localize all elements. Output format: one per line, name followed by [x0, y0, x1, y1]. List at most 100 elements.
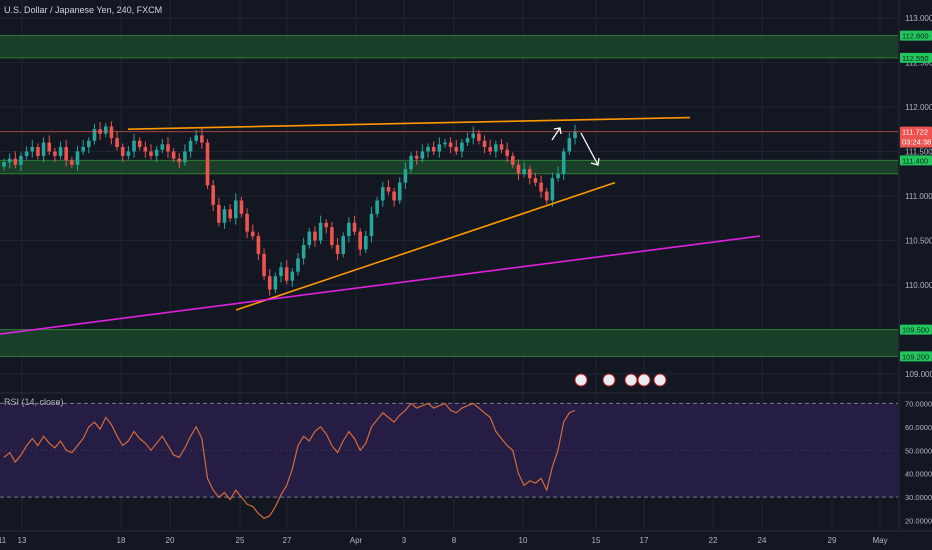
time-tick-label: Apr	[350, 536, 363, 545]
candle-body	[273, 276, 278, 290]
candle-body	[573, 131, 577, 139]
price-tick-label: 111.000	[905, 192, 932, 201]
candle-body	[505, 149, 509, 156]
event-flag-icon	[602, 373, 616, 387]
rsi-tick-label: 30.0000	[905, 493, 932, 502]
candle-body	[567, 138, 572, 152]
candle-body	[200, 135, 204, 143]
candle-body	[143, 147, 148, 152]
time-tick-label: 3	[402, 536, 407, 545]
current-price-label: 111.722	[902, 128, 928, 137]
time-tick-label: 27	[283, 536, 292, 545]
candle-body	[460, 142, 464, 152]
candle-body	[7, 158, 12, 163]
candle-body	[2, 162, 6, 167]
rsi-series	[3, 402, 576, 519]
candle-body	[64, 147, 68, 161]
candle-body	[386, 187, 391, 192]
time-tick-label: 17	[640, 536, 649, 545]
time-tick-label: 11	[0, 536, 7, 545]
candle-body	[313, 231, 317, 241]
candle-body	[120, 147, 125, 156]
time-tick-label: May	[872, 536, 887, 545]
support-trendline	[235, 181, 616, 311]
time-tick-label: 15	[592, 536, 601, 545]
candle-body	[397, 182, 402, 201]
candle-body	[527, 169, 532, 179]
candle-body	[307, 231, 312, 245]
candle-body	[245, 213, 249, 232]
candle-body	[217, 204, 221, 223]
long-term-trendline	[0, 235, 761, 335]
candle-body	[454, 147, 459, 152]
candle-body	[499, 144, 504, 150]
candle-body	[364, 236, 368, 250]
candle-body	[290, 271, 295, 281]
candle-body	[284, 267, 289, 281]
candle-body	[516, 164, 521, 174]
zone-price-label: 112.550	[902, 54, 929, 63]
candle-body	[211, 185, 215, 205]
candle-body	[194, 135, 199, 141]
candle-body	[160, 144, 165, 150]
candle-body	[47, 142, 52, 152]
candle-body	[109, 126, 114, 139]
candle-body	[92, 129, 97, 141]
candle-body	[58, 147, 63, 156]
candle-body	[239, 200, 244, 214]
trendlines	[0, 116, 898, 387]
candle-body	[443, 142, 447, 145]
time-tick-label: 25	[236, 536, 245, 545]
event-flag-icon	[574, 373, 588, 387]
time-tick-label: 24	[758, 536, 767, 545]
candle-body	[30, 147, 35, 152]
candle-body	[228, 209, 232, 219]
candle-body	[126, 151, 131, 156]
candle-body	[539, 182, 543, 192]
rsi-label: RSI (14, close)	[4, 397, 64, 407]
candle-body	[103, 126, 108, 134]
candle-body	[403, 169, 408, 183]
candle-body	[318, 222, 323, 241]
rsi-tick-label: 60.0000	[905, 423, 932, 432]
arrow-up-icon	[551, 127, 562, 141]
candle-body	[250, 231, 255, 237]
candle-body	[13, 158, 18, 165]
chart-title: U.S. Dollar / Japanese Yen, 240, FXCM	[4, 5, 163, 15]
candle-body	[70, 160, 74, 165]
candle-body	[256, 236, 261, 254]
rsi-line	[3, 402, 576, 519]
rsi-tick-label: 50.0000	[905, 446, 932, 455]
price-tick-label: 109.000	[905, 370, 932, 379]
candlestick-series	[2, 121, 577, 296]
candle-body	[262, 253, 266, 277]
zone-price-tag	[900, 30, 932, 41]
rsi-band	[0, 403, 898, 498]
candle-body	[380, 187, 385, 201]
candle-body	[431, 147, 436, 152]
time-tick-label: 29	[828, 536, 837, 545]
candle-body	[488, 147, 492, 152]
candle-body	[358, 231, 362, 250]
zone-price-label: 111.400	[902, 156, 928, 165]
zone-band	[0, 160, 898, 174]
candle-body	[75, 151, 80, 165]
candle-body	[188, 140, 193, 152]
candle-body	[171, 151, 176, 159]
candle-body	[471, 133, 476, 139]
time-tick-label: 18	[117, 536, 126, 545]
event-flag-icon	[637, 373, 651, 387]
candle-body	[267, 276, 272, 290]
candle-body	[233, 200, 238, 219]
zone-price-label: 112.800	[902, 32, 929, 41]
candle-body	[36, 147, 40, 156]
price-tick-label: 112.000	[905, 103, 932, 112]
candle-body	[352, 222, 357, 232]
countdown-label: 03:24:38	[902, 138, 931, 147]
candle-body	[87, 140, 91, 147]
candle-body	[324, 222, 329, 228]
candle-body	[522, 169, 526, 174]
candle-body	[482, 140, 487, 147]
candle-body	[437, 144, 442, 152]
